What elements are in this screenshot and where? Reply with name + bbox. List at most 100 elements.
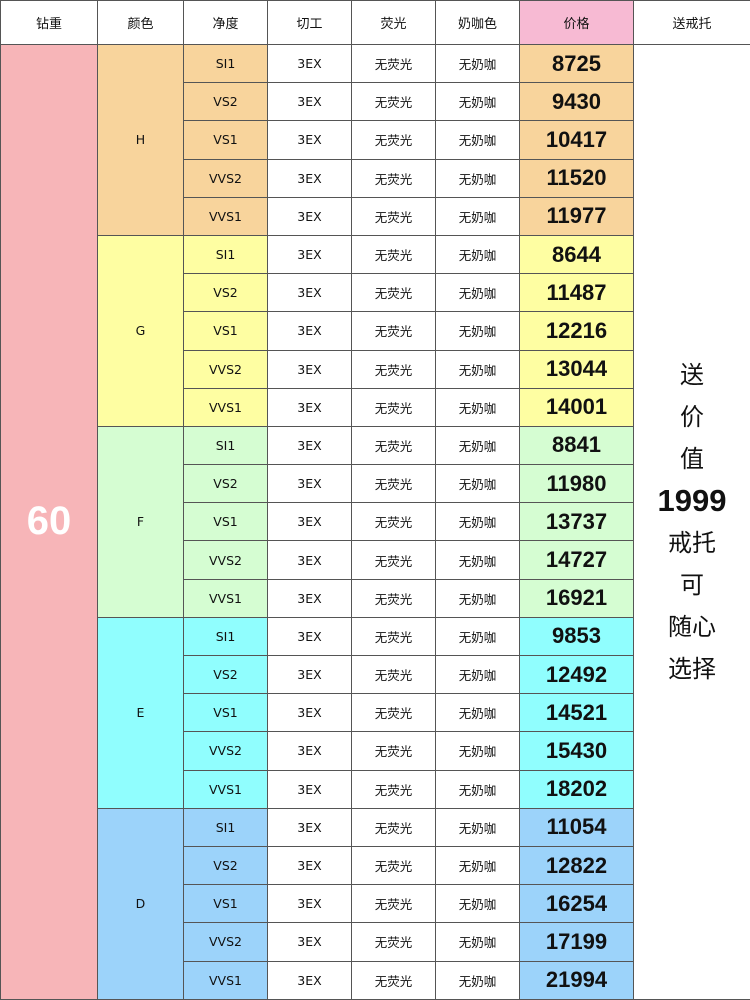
brown-tint-cell: 无奶咖: [436, 732, 520, 770]
fluorescence-cell: 无荧光: [352, 885, 436, 923]
clarity-cell: SI1: [184, 235, 268, 273]
gift-text-line: 选择: [634, 648, 750, 690]
price-cell: 21994: [520, 961, 634, 999]
fluorescence-cell: 无荧光: [352, 388, 436, 426]
price-cell: 14727: [520, 541, 634, 579]
clarity-cell: VS2: [184, 274, 268, 312]
clarity-cell: VVS1: [184, 770, 268, 808]
price-cell: 15430: [520, 732, 634, 770]
brown-tint-cell: 无奶咖: [436, 579, 520, 617]
clarity-cell: VS2: [184, 656, 268, 694]
header-fluorescence: 荧光: [352, 1, 436, 45]
clarity-cell: VVS2: [184, 541, 268, 579]
clarity-cell: VVS1: [184, 961, 268, 999]
brown-tint-cell: 无奶咖: [436, 961, 520, 999]
price-cell: 11487: [520, 274, 634, 312]
fluorescence-cell: 无荧光: [352, 732, 436, 770]
brown-tint-cell: 无奶咖: [436, 885, 520, 923]
brown-tint-cell: 无奶咖: [436, 617, 520, 655]
price-cell: 8644: [520, 235, 634, 273]
cut-cell: 3EX: [268, 694, 352, 732]
fluorescence-cell: 无荧光: [352, 541, 436, 579]
cut-cell: 3EX: [268, 732, 352, 770]
cut-cell: 3EX: [268, 923, 352, 961]
gift-text-line: 送: [634, 354, 750, 396]
price-cell: 9853: [520, 617, 634, 655]
header-row: 钻重颜色净度切工荧光奶咖色价格送戒托: [1, 1, 750, 45]
clarity-cell: VS2: [184, 846, 268, 884]
cut-cell: 3EX: [268, 121, 352, 159]
gift-text-line: 值: [634, 438, 750, 480]
clarity-cell: VVS2: [184, 159, 268, 197]
fluorescence-cell: 无荧光: [352, 503, 436, 541]
header-clarity: 净度: [184, 1, 268, 45]
brown-tint-cell: 无奶咖: [436, 656, 520, 694]
price-cell: 11054: [520, 808, 634, 846]
cut-cell: 3EX: [268, 274, 352, 312]
cut-cell: 3EX: [268, 961, 352, 999]
cut-cell: 3EX: [268, 617, 352, 655]
cut-cell: 3EX: [268, 656, 352, 694]
header-price: 价格: [520, 1, 634, 45]
brown-tint-cell: 无奶咖: [436, 465, 520, 503]
color-grade-cell: G: [98, 235, 184, 426]
clarity-cell: VS2: [184, 465, 268, 503]
header-color: 颜色: [98, 1, 184, 45]
fluorescence-cell: 无荧光: [352, 694, 436, 732]
price-cell: 13044: [520, 350, 634, 388]
brown-tint-cell: 无奶咖: [436, 770, 520, 808]
brown-tint-cell: 无奶咖: [436, 312, 520, 350]
clarity-cell: VS1: [184, 885, 268, 923]
price-cell: 16254: [520, 885, 634, 923]
fluorescence-cell: 无荧光: [352, 235, 436, 273]
cut-cell: 3EX: [268, 83, 352, 121]
price-cell: 12492: [520, 656, 634, 694]
clarity-cell: VS2: [184, 83, 268, 121]
header-brown: 奶咖色: [436, 1, 520, 45]
cut-cell: 3EX: [268, 45, 352, 83]
cut-cell: 3EX: [268, 388, 352, 426]
gift-text-line: 可: [634, 564, 750, 606]
brown-tint-cell: 无奶咖: [436, 235, 520, 273]
fluorescence-cell: 无荧光: [352, 656, 436, 694]
fluorescence-cell: 无荧光: [352, 770, 436, 808]
brown-tint-cell: 无奶咖: [436, 503, 520, 541]
brown-tint-cell: 无奶咖: [436, 274, 520, 312]
color-grade-cell: H: [98, 45, 184, 236]
clarity-cell: SI1: [184, 426, 268, 464]
cut-cell: 3EX: [268, 770, 352, 808]
fluorescence-cell: 无荧光: [352, 808, 436, 846]
cut-cell: 3EX: [268, 235, 352, 273]
price-cell: 10417: [520, 121, 634, 159]
fluorescence-cell: 无荧光: [352, 961, 436, 999]
fluorescence-cell: 无荧光: [352, 465, 436, 503]
clarity-cell: SI1: [184, 808, 268, 846]
price-cell: 8841: [520, 426, 634, 464]
gift-text-line: 随心: [634, 606, 750, 648]
cut-cell: 3EX: [268, 350, 352, 388]
fluorescence-cell: 无荧光: [352, 159, 436, 197]
brown-tint-cell: 无奶咖: [436, 541, 520, 579]
clarity-cell: SI1: [184, 45, 268, 83]
fluorescence-cell: 无荧光: [352, 923, 436, 961]
price-cell: 13737: [520, 503, 634, 541]
brown-tint-cell: 无奶咖: [436, 159, 520, 197]
price-cell: 8725: [520, 45, 634, 83]
brown-tint-cell: 无奶咖: [436, 45, 520, 83]
cut-cell: 3EX: [268, 541, 352, 579]
price-cell: 11980: [520, 465, 634, 503]
cut-cell: 3EX: [268, 579, 352, 617]
cut-cell: 3EX: [268, 885, 352, 923]
brown-tint-cell: 无奶咖: [436, 350, 520, 388]
fluorescence-cell: 无荧光: [352, 312, 436, 350]
gift-text-line: 戒托: [634, 522, 750, 564]
price-cell: 12216: [520, 312, 634, 350]
fluorescence-cell: 无荧光: [352, 197, 436, 235]
price-cell: 11520: [520, 159, 634, 197]
brown-tint-cell: 无奶咖: [436, 83, 520, 121]
clarity-cell: VVS1: [184, 197, 268, 235]
price-cell: 11977: [520, 197, 634, 235]
price-cell: 14001: [520, 388, 634, 426]
